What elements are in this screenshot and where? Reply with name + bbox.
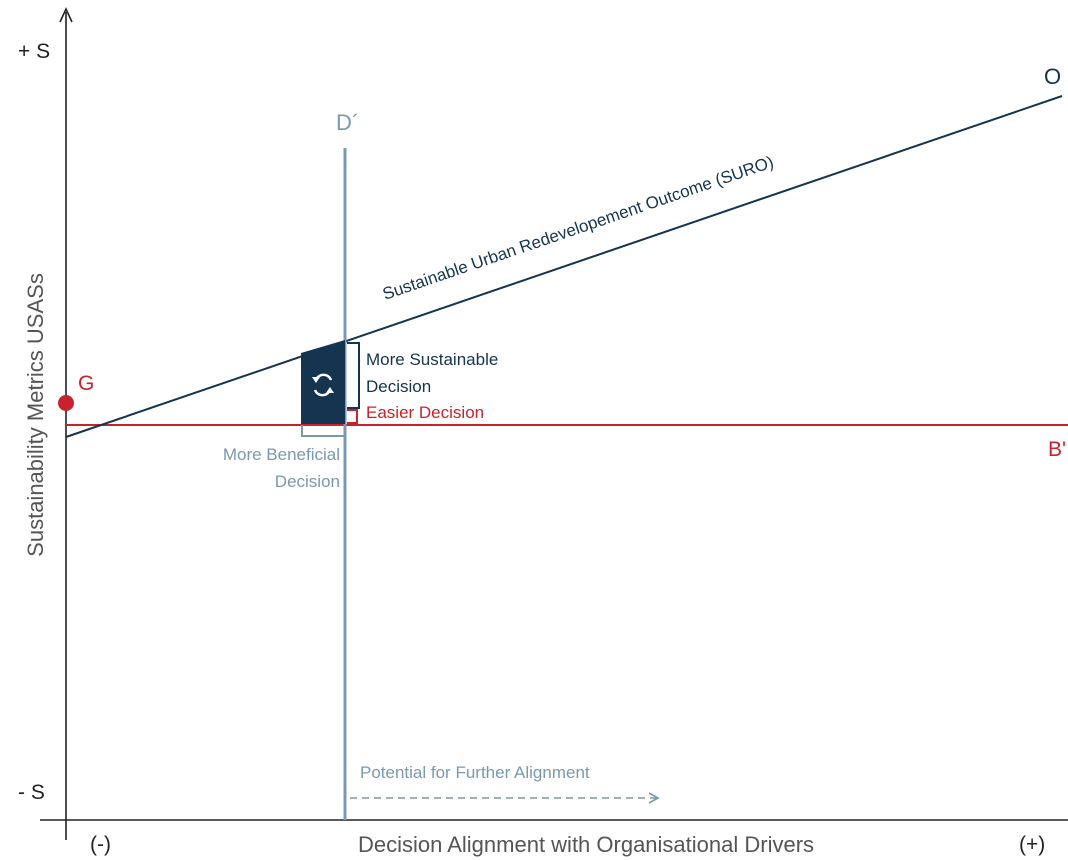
potential-text: Potential for Further Alignment	[360, 763, 590, 782]
goal-point	[58, 395, 74, 411]
more-beneficial-text-1: More Beneficial	[223, 445, 340, 464]
more-beneficial-text-2: Decision	[275, 472, 340, 491]
x-right-label: (+)	[1019, 833, 1045, 856]
baseline-end-label: B'	[1048, 438, 1066, 461]
goal-point-label: G	[78, 372, 94, 395]
suro-label: Sustainable Urban Redevelopement Outcome…	[380, 152, 776, 303]
easier-decision-text: Easier Decision	[366, 403, 484, 422]
more-sustainable-text-2: Decision	[366, 377, 431, 396]
cycle-icon	[312, 373, 334, 397]
decision-box	[301, 340, 345, 424]
sustainable-bracket	[347, 342, 360, 409]
y-axis-arrow-icon	[59, 7, 73, 23]
beneficial-bracket	[301, 425, 345, 437]
x-left-label: (-)	[90, 833, 111, 856]
suro-line	[65, 95, 1063, 438]
easier-bracket	[347, 409, 358, 424]
y-bottom-label: - S	[18, 781, 45, 804]
y-axis-title: Sustainability Metrics USASs	[23, 273, 48, 557]
y-top-label: + S	[18, 40, 50, 63]
more-sustainable-text-1: More Sustainable	[366, 350, 498, 369]
x-axis-title: Decision Alignment with Organisational D…	[358, 832, 814, 857]
decision-top-label: D´	[336, 110, 359, 135]
suro-end-label: O	[1044, 64, 1061, 89]
